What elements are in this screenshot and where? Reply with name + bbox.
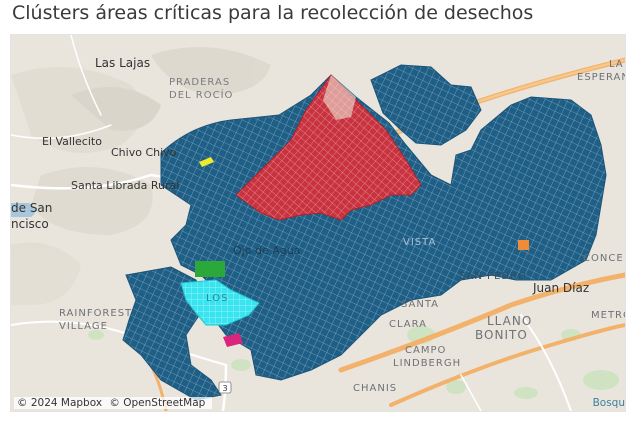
- cluster-red[interactable]: [235, 74, 422, 221]
- label-praderas-1: PRADERAS: [169, 77, 230, 88]
- cluster-orange[interactable]: [518, 240, 529, 250]
- label-san-pedro: SAN PEDRO: [459, 271, 527, 282]
- map-attribution: © 2024 Mapbox © OpenStreetMap: [14, 397, 213, 409]
- mapbox-attribution[interactable]: © 2024 Mapbox: [17, 397, 103, 409]
- label-campo-1: CAMPO: [405, 345, 446, 356]
- label-el-vallecito: El Vallecito: [42, 135, 102, 148]
- label-rainforest-1: RAINFOREST: [59, 308, 132, 319]
- cluster-green[interactable]: [195, 261, 225, 277]
- cluster-magenta[interactable]: [223, 333, 243, 347]
- label-vista: VISTA: [403, 237, 436, 248]
- label-la-esperanza-1: LA: [609, 59, 624, 70]
- light-district: [323, 75, 356, 120]
- label-rainforest-2: VILLAGE: [59, 321, 108, 332]
- map-title: Clústers áreas críticas para la recolecc…: [12, 2, 534, 24]
- label-praderas-2: DEL ROCÍO: [169, 88, 233, 101]
- place-labels: Las Lajas PRADERAS DEL ROCÍO El Vallecit…: [11, 56, 625, 394]
- label-corner: Bosqu: [592, 397, 625, 409]
- osm-attribution[interactable]: © OpenStreetMap: [109, 397, 206, 409]
- terrain-layer: [11, 47, 271, 305]
- cluster-map[interactable]: 3 Las Lajas PRADERAS DEL ROCÍO El Vallec…: [10, 34, 626, 412]
- cluster-yellow[interactable]: [199, 157, 214, 167]
- route-shield-label: 3: [222, 384, 227, 393]
- label-santa-clara-2: CLARA: [389, 319, 427, 330]
- label-llano-bonito-2: BONITO: [475, 328, 528, 342]
- label-concepcion: CONCE: [583, 253, 624, 264]
- label-chanis: CHANIS: [353, 383, 397, 394]
- cluster-cyan[interactable]: [180, 279, 260, 326]
- label-san-francisco-1: de San: [11, 201, 52, 215]
- map-canvas[interactable]: 3 Las Lajas PRADERAS DEL ROCÍO El Vallec…: [11, 35, 625, 411]
- label-chivo-chivo: Chivo Chivo: [111, 146, 177, 159]
- label-la-esperanza-2: ESPERANZA: [577, 72, 625, 83]
- label-juan-diaz: Juan Díaz: [532, 281, 589, 295]
- label-campo-2: LINDBERGH: [393, 358, 461, 369]
- label-metro: METRO: [591, 310, 625, 321]
- label-santa-librada: Santa Librada Rural: [71, 179, 179, 192]
- label-ojo-de-agua: Ojo de Agua: [233, 244, 300, 257]
- label-las-lajas: Las Lajas: [95, 56, 150, 70]
- label-san-francisco-2: ncisco: [11, 217, 49, 231]
- cluster-blue-north[interactable]: [370, 64, 482, 146]
- water-body: [11, 203, 36, 217]
- label-llano-bonito-1: LLANO: [487, 314, 532, 328]
- route-shield: 3: [218, 381, 232, 394]
- label-los: LOS: [206, 293, 228, 304]
- label-santa-clara-1: SANTA: [401, 299, 439, 310]
